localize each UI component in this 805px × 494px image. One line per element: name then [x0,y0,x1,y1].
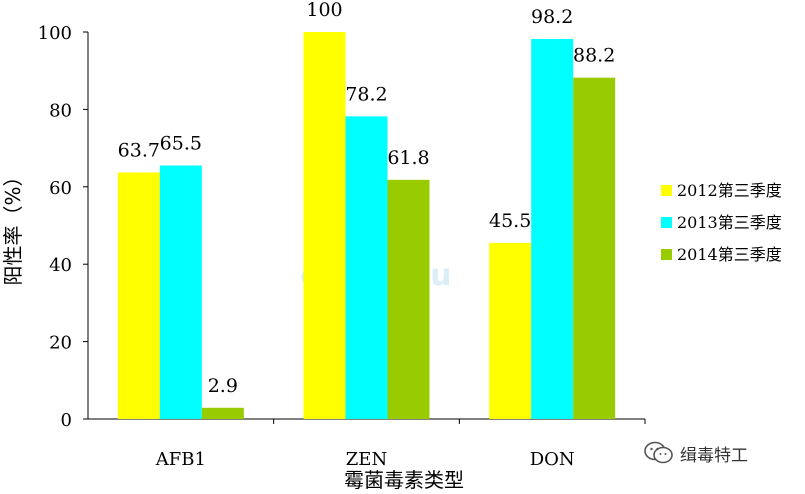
y-axis-label: 阳性率（%） [1,166,25,285]
bar [117,172,160,419]
data-label: 65.5 [160,133,202,155]
legend-item-label: 2014第三季度 [677,245,782,264]
data-label: 98.2 [531,6,573,28]
data-label: 100 [306,0,342,21]
bar [159,165,202,419]
bar [573,77,616,419]
x-tick-label: DON [530,449,575,470]
bar [345,116,388,419]
y-tick-label: 20 [49,333,72,354]
brand-badge: 缉毒特工 [644,438,748,468]
y-tick-label: 40 [49,255,72,276]
data-label: 88.2 [573,45,615,67]
x-tick-label: AFB1 [155,449,206,470]
bar [303,32,346,419]
x-tick-label: ZEN [346,449,387,470]
data-label: 45.5 [489,210,531,232]
y-tick-label: 80 [49,100,72,121]
data-label: 63.7 [118,139,160,161]
legend-swatch [661,249,672,260]
legend-item-label: 2012第三季度 [677,181,782,200]
brand-name: 缉毒特工 [680,445,748,466]
y-tick-label: 60 [49,178,72,199]
wechat-icon [644,441,673,464]
bar [201,407,244,419]
x-axis-label: 霉菌毒素类型 [344,468,464,492]
legend-swatch [661,217,672,228]
y-tick-label: 100 [38,23,72,44]
bar [489,242,532,419]
bar [531,38,574,419]
plot-area: 0 20 40 60 80 100 63.7 65.5 2.9 AFB1 100 78.2 61.8 ZE… [38,0,646,470]
legend-swatch [661,185,672,196]
y-tick-label: 0 [61,410,72,431]
data-label: 2.9 [208,375,238,397]
data-label: 78.2 [345,83,387,105]
legend: 2012第三季度 2013第三季度 2014第三季度 [661,181,782,264]
data-label: 61.8 [387,147,429,169]
legend-item-label: 2013第三季度 [677,213,782,232]
bar [387,179,430,419]
